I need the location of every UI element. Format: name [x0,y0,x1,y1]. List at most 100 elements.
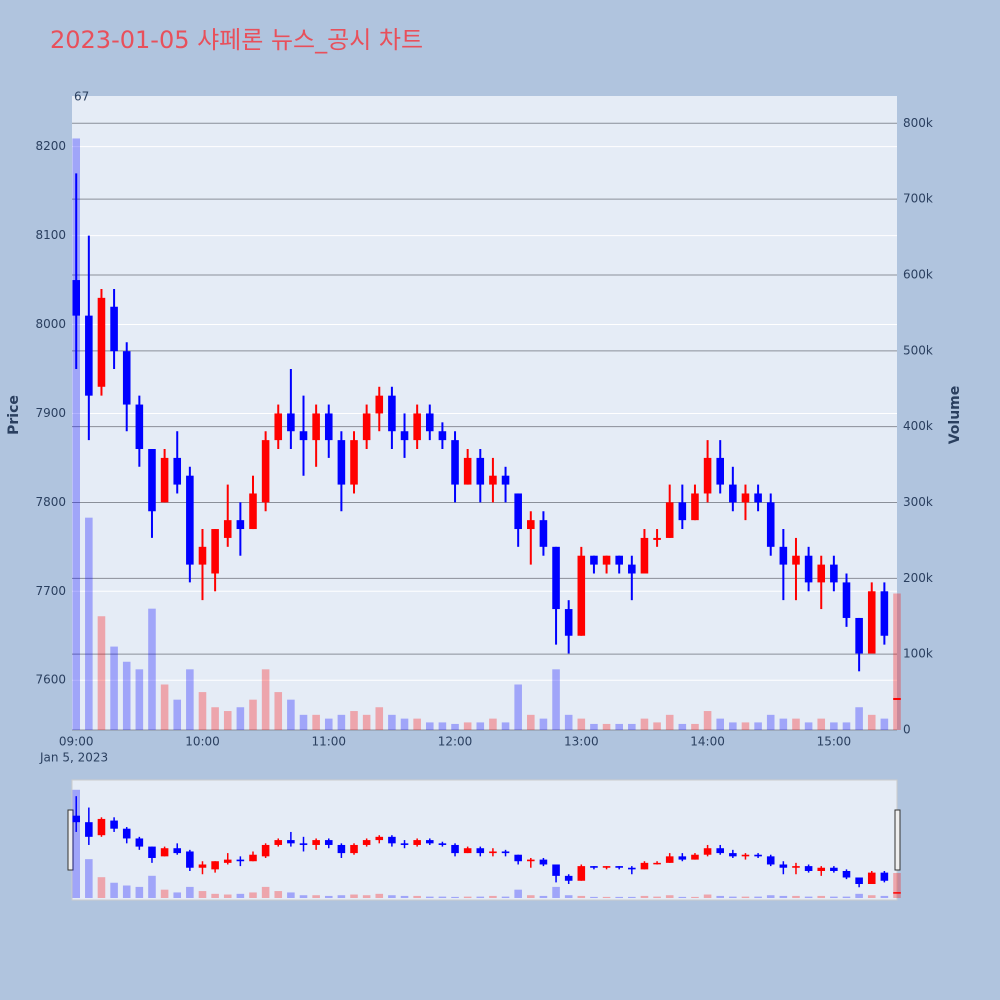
range-candle-body [148,846,156,858]
candle-body [261,440,270,503]
range-handle[interactable] [67,809,74,871]
range-candle-body [362,840,371,845]
volume-bar [324,718,333,730]
candle-body [122,351,131,405]
candle-body [741,493,750,503]
range-volume-bar [741,896,750,898]
x-tick-label: 12:00 [438,735,473,749]
range-candle-body [249,854,257,862]
volume-bar [867,714,876,730]
range-candle-body [804,866,813,871]
range-slider[interactable] [71,779,898,901]
candle-body [451,440,459,485]
range-volume-bar [211,893,219,898]
volume-bar [337,714,346,730]
candle-body [754,493,762,503]
range-volume-bar [804,896,813,898]
range-candle-body [615,866,623,868]
volume-bar [792,718,800,730]
candle-body [186,475,194,565]
range-candle-body [691,854,699,860]
volume-bar [223,711,232,730]
range-volume-bar [173,892,182,898]
candle-body [577,555,586,636]
candle-body [779,546,788,565]
range-candle-body [299,843,308,845]
candle-body [85,315,93,396]
range-volume-bar [287,892,295,898]
volume-bar [261,669,270,730]
range-candle-body [287,840,295,844]
range-volume-bar [451,896,459,898]
volume-bar [741,722,750,730]
range-candle-body [640,862,649,870]
candle-body [287,413,295,432]
range-candle-body [186,851,194,868]
range-volume-bar [867,895,876,898]
range-candle-body [830,867,838,871]
volume-bar [729,722,737,730]
range-volume-bar [388,895,396,898]
y2-tick-label: 400k [903,419,933,433]
range-volume-bar [362,895,371,898]
range-volume-bar [413,895,421,898]
range-volume-bar [577,895,586,898]
range-handle[interactable] [894,809,901,871]
range-volume-bar [703,894,712,898]
candle-body [463,457,472,485]
volume-bar [312,714,320,730]
range-volume-bar [274,891,283,898]
candle-body [413,413,421,441]
volume-bar [779,718,788,730]
range-candle-body [476,848,485,854]
range-volume-bar [489,895,497,898]
volume-bar [463,722,472,730]
range-volume-bar [337,895,346,898]
range-volume-bar [425,896,434,898]
candle-body [842,582,851,618]
range-candle-body [754,854,762,857]
x-tick-label: 10:00 [185,735,220,749]
range-candle-body [350,844,358,854]
range-candle-body [741,854,750,857]
candle-body [893,697,901,700]
candle-body [867,591,876,654]
y2-tick-label: 200k [903,571,933,585]
range-volume-bar [501,896,510,898]
range-volume-bar [350,894,358,898]
volume-bar [362,714,371,730]
range-candle-body [729,853,737,857]
candle-body [691,493,699,521]
volume-bar [375,707,384,730]
candle-body [400,431,409,441]
y2-tick-label: 700k [903,192,933,206]
range-volume-bar [476,896,485,898]
volume-bar [438,722,447,730]
volume-bar [653,722,661,730]
volume-bar [400,718,409,730]
range-volume-bar [135,886,144,898]
volume-bar [97,616,106,730]
range-candle-body [577,866,586,881]
range-candle-body [72,815,80,823]
volume-bar [249,699,257,730]
candle-body [792,555,800,565]
range-volume-bar [880,895,889,898]
range-candle-body [261,844,270,857]
volume-bar [501,722,510,730]
volume-bar [236,707,245,730]
range-volume-bar [691,896,699,898]
candle-body [337,440,346,485]
y2-tick-label: 100k [903,647,933,661]
volume-bar [110,646,118,730]
y2-tick-label: 500k [903,343,933,357]
range-volume-bar [615,896,623,898]
range-candle-body [223,859,232,863]
y2-tick-label: 300k [903,495,933,509]
range-candle-body [198,864,207,868]
range-volume-bar [842,896,851,898]
candle-body [110,306,118,352]
range-candle-body [855,877,863,885]
candle-body [249,493,257,530]
